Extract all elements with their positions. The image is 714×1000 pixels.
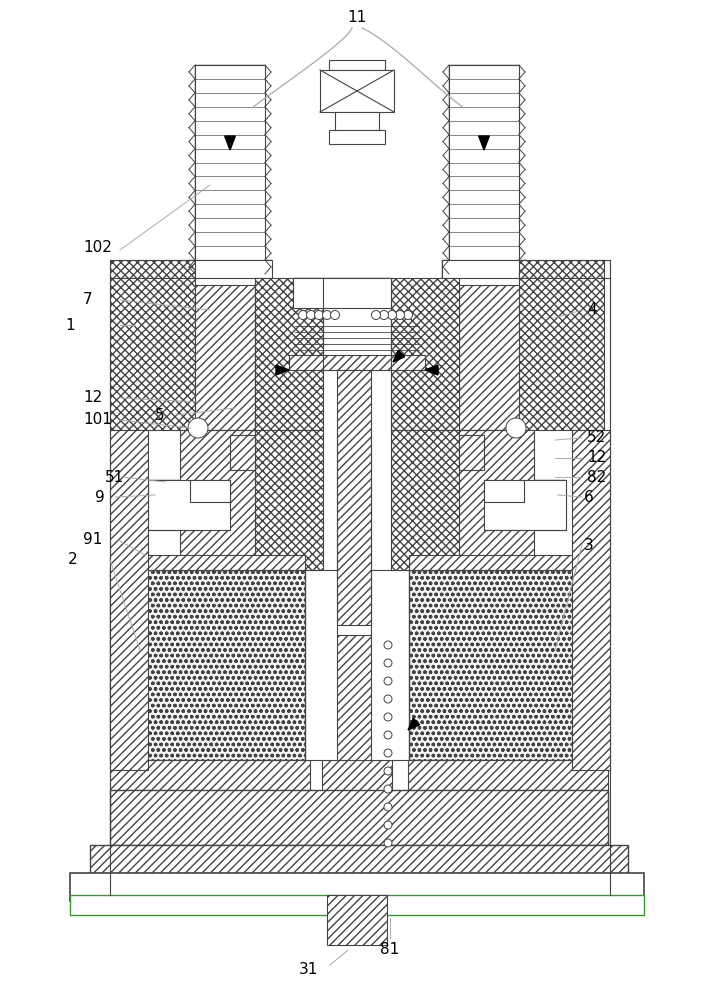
Text: 3: 3 [584, 538, 594, 552]
Bar [110, 790, 608, 845]
Text: 12: 12 [587, 450, 606, 466]
Text: 51: 51 [105, 470, 124, 485]
Bar [408, 760, 608, 790]
Bar [409, 555, 604, 570]
Bar [459, 435, 484, 470]
Bar [195, 285, 255, 430]
Bar [110, 555, 305, 570]
Circle shape [306, 310, 316, 320]
Circle shape [314, 310, 323, 320]
Text: 4: 4 [587, 302, 597, 318]
Bar [90, 845, 628, 873]
Bar [449, 65, 519, 260]
Circle shape [323, 310, 331, 320]
Bar [70, 895, 644, 915]
Text: 102: 102 [83, 240, 112, 255]
Bar [519, 260, 604, 430]
Bar [329, 60, 385, 70]
Bar [148, 480, 230, 530]
Bar [572, 430, 610, 770]
Polygon shape [425, 365, 438, 375]
Circle shape [403, 310, 413, 320]
Text: 7: 7 [83, 292, 93, 308]
Text: 11: 11 [348, 10, 366, 25]
Bar [188, 260, 272, 278]
Bar [255, 278, 323, 430]
Bar [484, 480, 566, 530]
Polygon shape [478, 136, 489, 150]
Text: 101: 101 [83, 412, 112, 428]
Bar [442, 260, 526, 278]
Bar [190, 480, 230, 502]
Text: 2: 2 [68, 552, 78, 568]
Bar [110, 570, 305, 760]
Bar [337, 635, 371, 870]
Text: 9: 9 [95, 489, 105, 504]
Bar [110, 260, 195, 430]
Bar [148, 480, 190, 530]
Bar [442, 260, 526, 278]
Text: 12: 12 [83, 390, 102, 406]
Bar [110, 760, 310, 790]
Bar [337, 370, 371, 625]
Bar [230, 435, 255, 470]
Circle shape [384, 659, 392, 667]
Bar [327, 895, 387, 945]
Circle shape [384, 821, 392, 829]
Circle shape [384, 767, 392, 775]
Circle shape [384, 641, 392, 649]
Circle shape [388, 310, 396, 320]
Circle shape [384, 713, 392, 721]
Circle shape [331, 310, 339, 320]
Circle shape [384, 695, 392, 703]
Circle shape [371, 310, 381, 320]
Circle shape [384, 731, 392, 739]
Circle shape [384, 677, 392, 685]
Text: 91: 91 [83, 532, 102, 548]
Bar [188, 260, 272, 278]
Bar [195, 65, 265, 260]
Text: 82: 82 [587, 470, 606, 485]
Text: 1: 1 [65, 318, 75, 332]
Circle shape [384, 839, 392, 847]
Circle shape [384, 803, 392, 811]
Circle shape [298, 310, 308, 320]
Polygon shape [276, 365, 289, 375]
Circle shape [380, 310, 388, 320]
Bar [293, 278, 391, 308]
Text: 81: 81 [381, 942, 400, 958]
Text: 52: 52 [587, 430, 606, 446]
Bar [180, 430, 255, 570]
Bar [289, 355, 425, 370]
Bar [459, 430, 534, 570]
Text: 31: 31 [298, 962, 318, 978]
Bar [322, 760, 392, 870]
Bar [110, 430, 148, 770]
Bar [255, 430, 323, 570]
Circle shape [396, 310, 405, 320]
Bar [391, 278, 459, 430]
Bar [328, 870, 380, 900]
Polygon shape [225, 136, 236, 150]
Bar [335, 112, 379, 130]
Bar [195, 65, 265, 260]
Circle shape [384, 785, 392, 793]
Bar [391, 430, 459, 570]
Bar [449, 65, 519, 260]
Circle shape [188, 418, 208, 438]
Bar [409, 570, 604, 760]
Bar [320, 70, 394, 112]
Circle shape [506, 418, 526, 438]
Text: 5: 5 [155, 408, 165, 422]
Bar [524, 480, 566, 530]
Bar [293, 278, 391, 308]
Bar [484, 480, 524, 502]
Text: 6: 6 [584, 489, 594, 504]
Bar [329, 130, 385, 144]
Bar [459, 285, 519, 430]
Circle shape [384, 749, 392, 757]
Bar [70, 873, 644, 901]
Polygon shape [393, 350, 405, 362]
Polygon shape [408, 718, 420, 730]
